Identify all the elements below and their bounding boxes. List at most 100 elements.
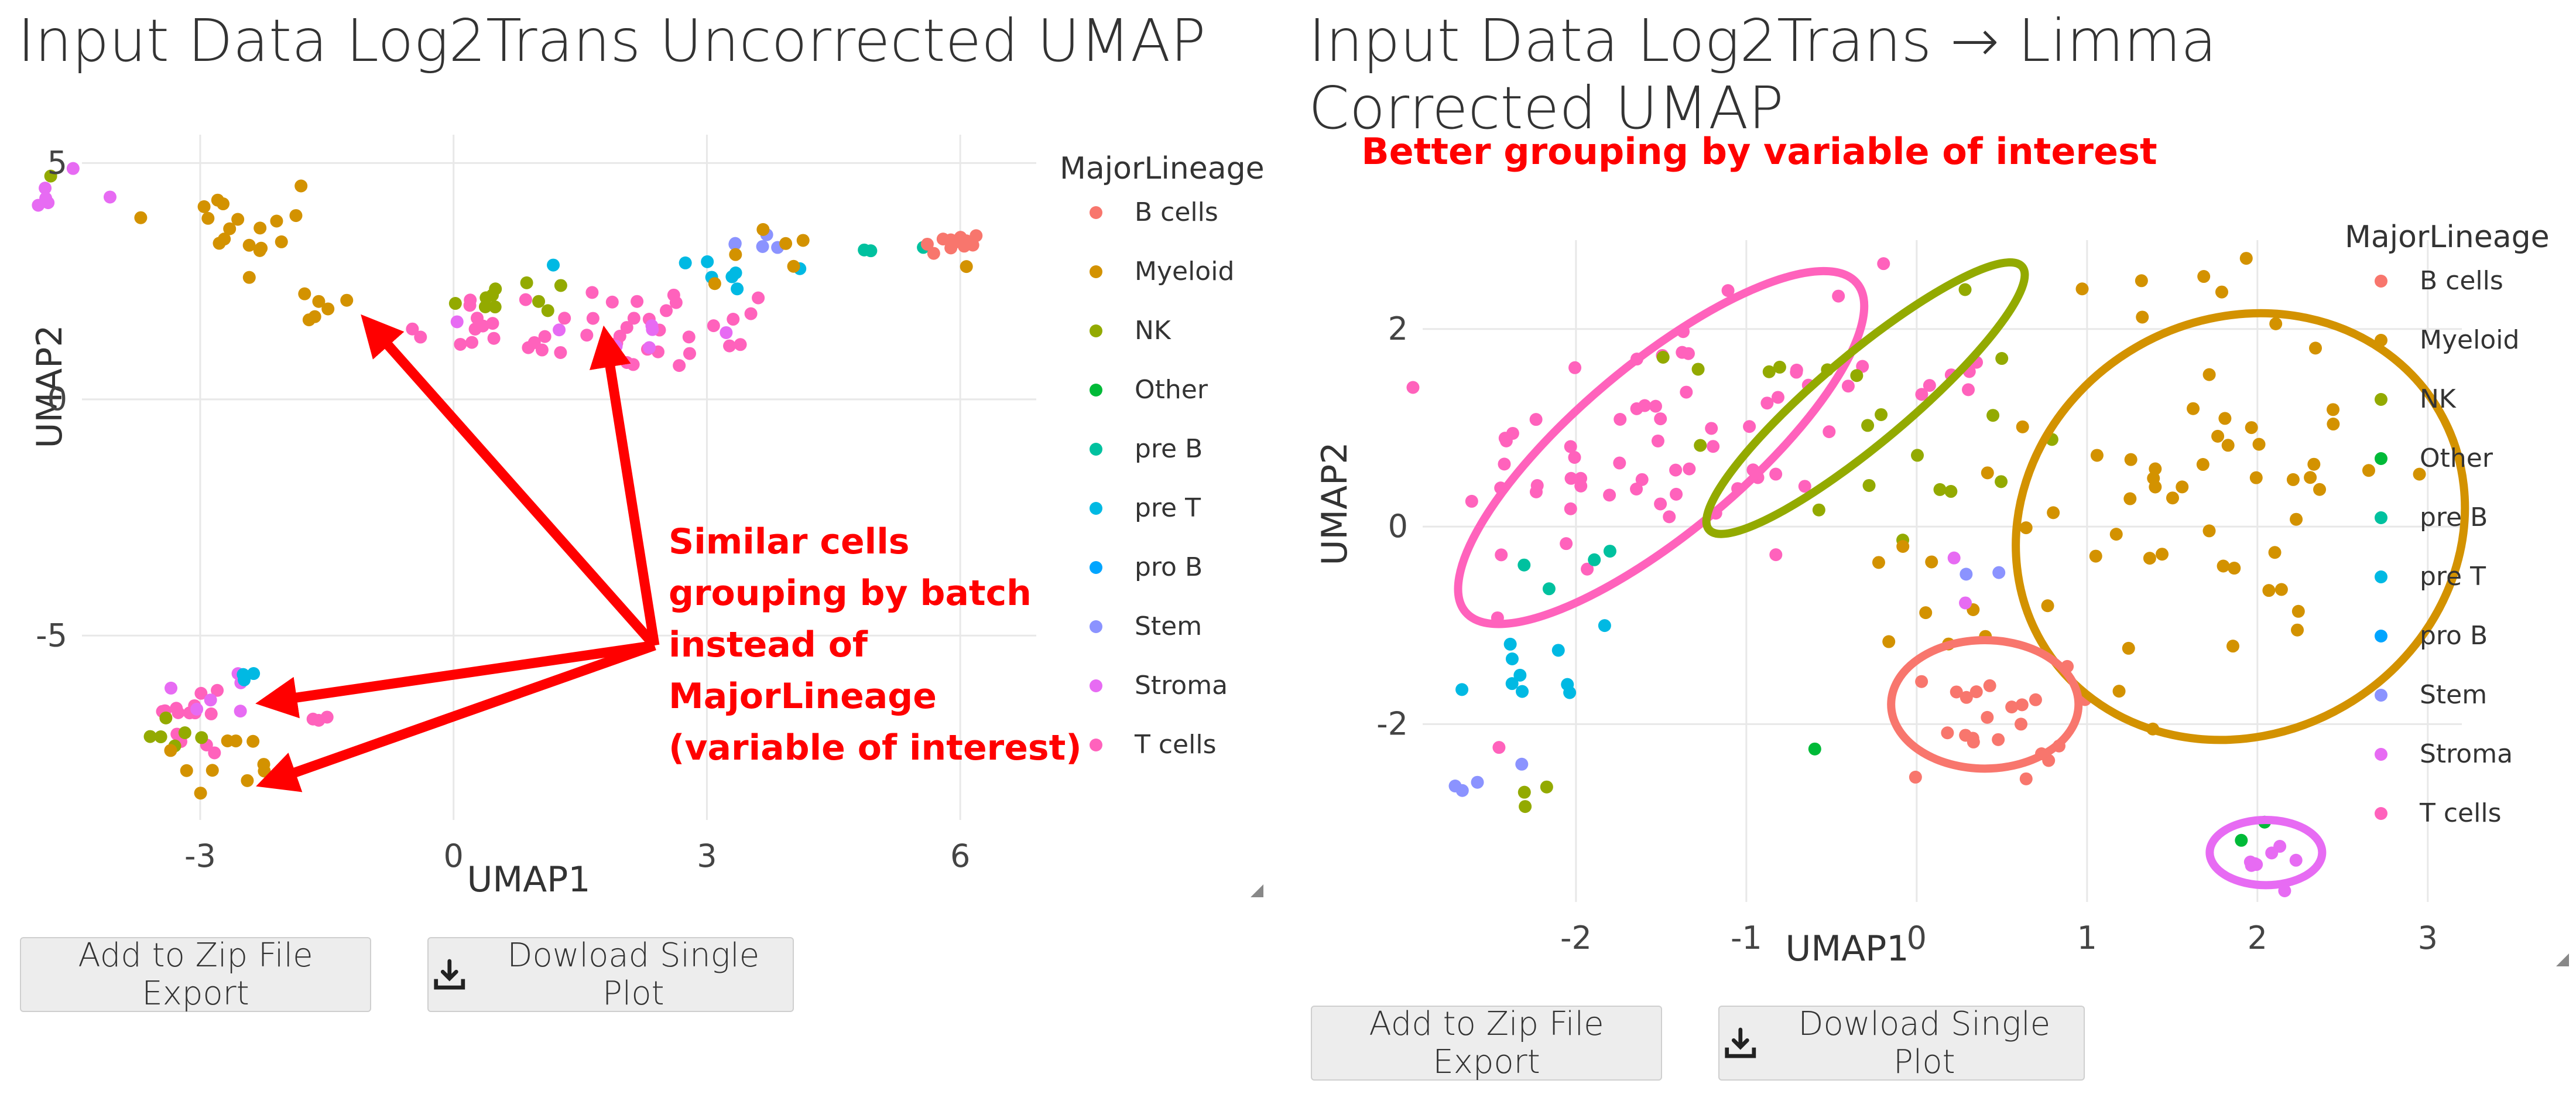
legend-item-label[interactable]: NK: [2420, 384, 2457, 414]
legend-swatch[interactable]: [1090, 679, 1102, 692]
scatter-point: [858, 243, 871, 257]
legend-swatch[interactable]: [2375, 511, 2387, 524]
left-umap-plot[interactable]: UMAP1 UMAP2 -3 0 3 6 5 0 -5 Similar cells group…: [0, 0, 1282, 914]
legend-swatch[interactable]: [1090, 561, 1102, 574]
legend-swatch[interactable]: [2375, 275, 2387, 288]
scatter-point: [2075, 282, 2089, 296]
legend-swatch[interactable]: [1090, 384, 1102, 397]
resize-handle-icon[interactable]: [1251, 884, 1263, 897]
legend-swatch[interactable]: [2375, 393, 2387, 406]
cluster-ellipse: [1702, 258, 2029, 538]
scatter-point: [1995, 475, 2008, 488]
right-y-tick-label: 2: [1388, 310, 1408, 347]
right-x-axis-label: UMAP1: [1785, 928, 1909, 969]
scatter-point: [2215, 285, 2228, 299]
scatter-point: [2274, 583, 2288, 596]
scatter-point: [2187, 402, 2200, 415]
scatter-point: [734, 338, 747, 351]
left-x-tick-label: -3: [184, 838, 216, 874]
legend-swatch[interactable]: [2375, 630, 2387, 642]
scatter-point: [1691, 363, 1705, 376]
legend-item-label[interactable]: Myeloid: [1135, 257, 1234, 286]
left-add-to-zip-button[interactable]: Add to Zip File Export: [20, 936, 371, 1013]
legend-item-label[interactable]: pre B: [2420, 503, 2488, 532]
scatter-point: [554, 279, 567, 292]
legend-swatch[interactable]: [2375, 452, 2387, 465]
scatter-point: [2245, 421, 2258, 435]
legend-item-label[interactable]: NK: [1135, 316, 1171, 346]
scatter-point: [1568, 361, 1582, 374]
legend-item-label[interactable]: Stem: [2420, 680, 2487, 710]
scatter-point: [180, 764, 193, 777]
legend-swatch[interactable]: [2375, 334, 2387, 347]
scatter-point: [1581, 562, 1594, 576]
legend-item-label[interactable]: Myeloid: [2420, 325, 2519, 355]
scatter-point: [2135, 274, 2148, 288]
scatter-point: [1506, 426, 1519, 440]
scatter-point: [2217, 559, 2230, 573]
scatter-point: [1966, 732, 1979, 745]
legend-title: MajorLineage: [1060, 151, 1265, 186]
legend-item-label[interactable]: pro B: [1135, 552, 1203, 582]
left-axis-ticks: -3 0 3 6 5 0 -5: [36, 144, 970, 874]
legend-swatch[interactable]: [1090, 502, 1102, 515]
legend-item-label[interactable]: pre B: [1135, 434, 1203, 464]
scatter-point: [2019, 772, 2033, 785]
right-plot-title: Input Data Log2Trans → Limma Corrected U…: [1308, 6, 2217, 142]
legend-item-label[interactable]: T cells: [2419, 798, 2502, 828]
scatter-point: [448, 297, 462, 310]
right-legend: MajorLineage B cells Myeloid NK Other pre B pr…: [2345, 220, 2550, 828]
scatter-point: [1670, 487, 1683, 501]
left-annotation-line: instead of: [669, 624, 868, 665]
resize-handle-icon[interactable]: [2556, 953, 2569, 966]
legend-item-label[interactable]: B cells: [1135, 197, 1218, 227]
legend-item-label[interactable]: Stroma: [2420, 739, 2513, 769]
legend-swatch[interactable]: [1090, 443, 1102, 456]
legend-swatch[interactable]: [1090, 620, 1102, 633]
annotation-arrow: [589, 325, 660, 647]
scatter-point: [679, 256, 692, 269]
right-scatter-points: [1406, 252, 2426, 898]
scatter-point: [1505, 652, 1519, 666]
legend-item-label[interactable]: B cells: [2420, 266, 2503, 296]
legend-item-label[interactable]: Other: [1135, 375, 1208, 405]
scatter-point: [1995, 352, 2009, 365]
scatter-point: [1911, 449, 1924, 462]
annotation-arrow: [255, 640, 656, 719]
legend-item-label[interactable]: T cells: [1134, 730, 1217, 760]
scatter-point: [1832, 289, 1845, 303]
scatter-point: [205, 764, 219, 777]
scatter-point: [2176, 480, 2189, 494]
scatter-point: [1603, 545, 1616, 558]
legend-item-label[interactable]: Stroma: [1135, 671, 1228, 700]
legend-swatch[interactable]: [2375, 807, 2387, 820]
legend-swatch[interactable]: [1090, 739, 1102, 751]
scatter-point: [246, 734, 260, 748]
scatter-point: [2090, 449, 2104, 462]
scatter-point: [1516, 685, 1529, 698]
scatter-point: [1960, 568, 1973, 581]
legend-swatch[interactable]: [1090, 265, 1102, 278]
scatter-point: [1896, 540, 1910, 553]
legend-item-label[interactable]: pro B: [2420, 621, 2488, 651]
left-x-tick-label: 6: [950, 838, 970, 874]
legend-item-label[interactable]: pre T: [1135, 493, 1201, 523]
scatter-point: [488, 300, 502, 314]
legend-swatch[interactable]: [2375, 570, 2387, 583]
legend-item-label[interactable]: pre T: [2420, 562, 2486, 592]
right-umap-plot[interactable]: Better grouping by variable of interest …: [1291, 0, 2576, 984]
legend-swatch[interactable]: [2375, 748, 2387, 761]
scatter-point: [154, 730, 167, 744]
scatter-point: [1760, 397, 1774, 410]
legend-swatch[interactable]: [1090, 324, 1102, 337]
legend-item-label[interactable]: Other: [2420, 443, 2493, 473]
legend-item-label[interactable]: Stem: [1135, 611, 1202, 641]
scatter-point: [32, 199, 45, 212]
annotation-arrow: [361, 314, 659, 649]
scatter-point: [580, 329, 594, 342]
right-download-single-plot-button[interactable]: Dowload Single Plot: [1718, 1005, 2085, 1081]
legend-swatch[interactable]: [2375, 689, 2387, 702]
legend-swatch[interactable]: [1090, 206, 1102, 219]
right-add-to-zip-button[interactable]: Add to Zip File Export: [1311, 1005, 1662, 1081]
left-download-single-plot-button[interactable]: Dowload Single Plot: [427, 936, 794, 1013]
